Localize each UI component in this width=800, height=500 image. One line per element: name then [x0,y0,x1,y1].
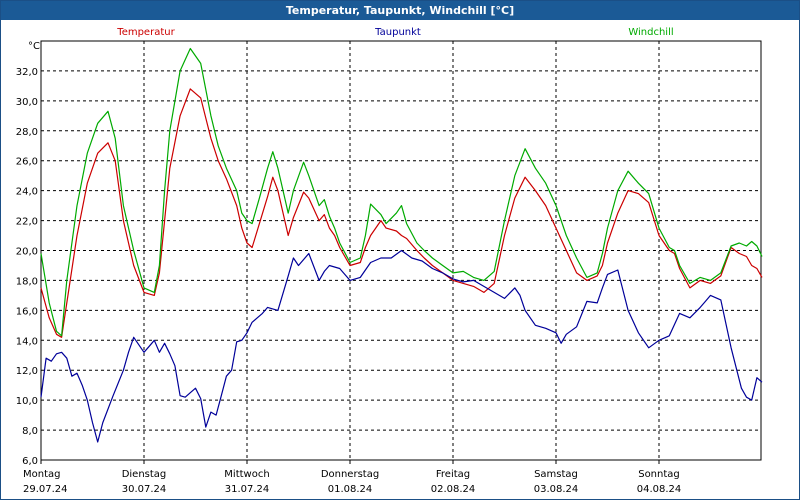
series-line [40,249,763,443]
y-tick-label: 28,0 [16,127,38,138]
y-tick-label: 8,0 [22,426,38,437]
y-axis-ticks: 6,0 8,0 10,0 12,0 14,0 16,0 18,0 20,0 22,0 24,0 26… [16,67,38,467]
x-tick-date: 31.07.24 [225,484,270,495]
legend-entry: Taupunkt [374,27,421,38]
y-tick-label: 32,0 [16,67,38,78]
legend-entry: Windchill [628,27,673,38]
x-tick-day: Samstag [534,469,578,480]
y-tick-label: 16,0 [16,306,38,317]
series-line [40,88,763,338]
x-tick-date: 01.08.24 [328,484,373,495]
x-axis-ticks: Montag 29.07.24 Dienstag 30.07.24 Mittwoch 31… [23,460,681,495]
x-tick-date: 03.08.24 [534,484,579,495]
x-tick-date: 30.07.24 [122,484,167,495]
x-tick-day: Dienstag [122,469,167,480]
y-tick-label: 10,0 [16,396,38,407]
legend-entry: Temperatur [116,27,175,38]
y-tick-label: 22,0 [16,217,38,228]
y-tick-label: 26,0 [16,157,38,168]
y-tick-label: 6,0 [22,456,38,467]
x-tick-day: Sonntag [638,469,680,480]
x-tick-day: Freitag [436,469,470,480]
x-tick-day: Mittwoch [224,469,269,480]
x-tick-day: Donnerstag [321,469,379,480]
x-tick-date: 02.08.24 [431,484,476,495]
x-tick-date: 04.08.24 [637,484,682,495]
y-tick-label: 12,0 [16,366,38,377]
chart-title: Temperatur, Taupunkt, Windchill [°C] [1,1,799,20]
series-lines [40,47,763,443]
x-tick-day: Montag [23,469,60,480]
series-line [40,47,763,337]
x-tick-date: 29.07.24 [23,484,68,495]
y-tick-label: 14,0 [16,336,38,347]
y-tick-label: 24,0 [16,187,38,198]
y-tick-label: 20,0 [16,247,38,258]
grid-lines [41,41,761,461]
y-axis-unit: °C [28,41,40,52]
y-tick-label: 30,0 [16,97,38,108]
y-tick-label: 18,0 [16,276,38,287]
legend: Temperatur Taupunkt Windchill [116,27,673,38]
